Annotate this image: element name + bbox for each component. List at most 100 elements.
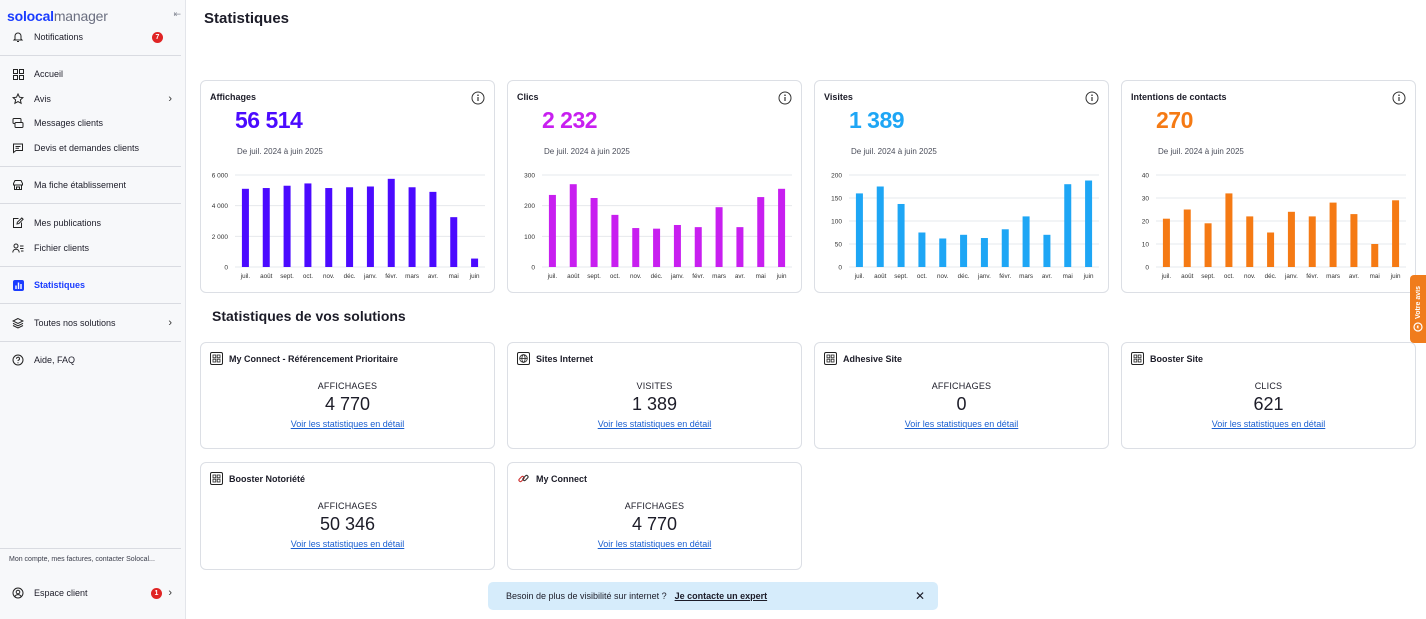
bar[interactable] [897, 203, 905, 267]
bar[interactable] [653, 228, 661, 267]
bar[interactable] [1287, 211, 1295, 267]
info-icon[interactable] [778, 91, 792, 105]
bar[interactable] [736, 227, 744, 267]
sidebar-item-aide[interactable]: Aide, FAQ [0, 349, 186, 371]
chevron-right-icon: › [168, 317, 172, 329]
solution-metric-value: 0 [956, 394, 967, 414]
close-icon[interactable]: ✕ [914, 589, 925, 603]
bar[interactable] [918, 232, 926, 268]
solution-card: Adhesive Site AFFICHAGES 0 Voir les statist… [814, 342, 1109, 449]
bar[interactable] [673, 224, 681, 267]
solution-name: My Connect [536, 473, 588, 484]
divider [0, 341, 181, 342]
kpi-title: Clics [517, 92, 539, 102]
bar[interactable] [1162, 218, 1170, 267]
sidebar-item-accueil[interactable]: Accueil [0, 63, 186, 85]
kpi-card: Affichages 56 514 De juil. 2024 à juin 202… [200, 80, 495, 293]
solocal-logo[interactable]: solocalmanager [7, 8, 108, 24]
bar[interactable] [1308, 216, 1316, 267]
bar[interactable] [450, 217, 458, 267]
contact-expert-link[interactable]: Je contacte un expert [674, 591, 768, 601]
sidebar-item-label: Toutes nos solutions [34, 318, 116, 328]
bar[interactable] [980, 238, 988, 267]
sidebar-item-messages[interactable]: Messages clients [0, 112, 186, 134]
bar[interactable] [262, 188, 270, 267]
view-details-link[interactable]: Voir les statistiques en détail [290, 419, 405, 429]
sidebar-item-espace-client[interactable]: Espace client 1 › [0, 582, 186, 604]
bar[interactable] [611, 214, 619, 267]
sidebar-item-solutions[interactable]: Toutes nos solutions › [0, 312, 186, 334]
bar[interactable] [757, 197, 765, 267]
bar[interactable] [1371, 244, 1379, 267]
notification-badge: 7 [152, 31, 163, 43]
bar[interactable] [1043, 234, 1051, 267]
collapse-sidebar-icon[interactable]: ⇤ [173, 9, 181, 19]
chevron-right-icon: › [168, 93, 172, 105]
sidebar-item-fiche[interactable]: Ma fiche établissement [0, 174, 186, 196]
solution-card: Sites Internet VISITES 1 389 Voir les stati… [507, 342, 802, 449]
bar[interactable] [778, 188, 786, 267]
view-details-link[interactable]: Voir les statistiques en détail [597, 539, 712, 549]
bar[interactable] [548, 194, 556, 267]
bar[interactable] [1246, 216, 1254, 267]
kpi-period: De juil. 2024 à juin 2025 [544, 147, 630, 156]
kpi-bar-chart: 0 50 100 150 200 juil. août sept. oct. nov. déc. ja… [831, 173, 1099, 280]
sidebar-item-publications[interactable]: Mes publications [0, 212, 186, 234]
bar[interactable] [1001, 229, 1009, 267]
bar[interactable] [387, 178, 395, 267]
layers-icon [11, 316, 25, 330]
kpi-card: Clics 2 232 De juil. 2024 à juin 2025 0 100 2… [507, 80, 802, 293]
bar[interactable] [1183, 209, 1191, 268]
view-details-link[interactable]: Voir les statistiques en détail [597, 419, 712, 429]
view-details-link[interactable]: Voir les statistiques en détail [290, 539, 405, 549]
info-icon[interactable] [1085, 91, 1099, 105]
bar[interactable] [590, 198, 598, 267]
bar[interactable] [304, 183, 312, 267]
bar[interactable] [939, 238, 947, 267]
bar[interactable] [1225, 193, 1233, 267]
sidebar-item-fichier-clients[interactable]: Fichier clients [0, 237, 186, 259]
bar[interactable] [1204, 223, 1212, 267]
feedback-tab[interactable]: Votre avis [1410, 275, 1426, 343]
info-icon[interactable] [1392, 91, 1406, 105]
y-tick-label: 4 000 [212, 203, 229, 210]
bar[interactable] [346, 187, 354, 267]
sidebar-item-devis[interactable]: Devis et demandes clients [0, 137, 186, 159]
sidebar-item-label: Statistiques [34, 280, 86, 290]
bar[interactable] [569, 184, 577, 267]
bar[interactable] [1022, 216, 1030, 267]
y-tick-label: 300 [524, 173, 535, 180]
solution-metric-value: 1 389 [631, 394, 678, 414]
bar[interactable] [1329, 202, 1337, 267]
sidebar-item-statistiques[interactable]: Statistiques [0, 274, 186, 296]
solution-metric-label: AFFICHAGES [624, 501, 685, 511]
view-details-link[interactable]: Voir les statistiques en détail [1211, 419, 1326, 429]
grid-icon [210, 472, 223, 485]
bar[interactable] [1267, 232, 1275, 268]
bar[interactable] [1350, 214, 1358, 267]
info-icon[interactable] [471, 91, 485, 105]
bar[interactable] [694, 227, 702, 267]
view-details-link[interactable]: Voir les statistiques en détail [904, 419, 1019, 429]
bar[interactable] [429, 191, 437, 267]
bar[interactable] [471, 258, 479, 267]
bar[interactable] [366, 186, 374, 268]
bar[interactable] [632, 228, 640, 267]
bar[interactable] [960, 234, 968, 267]
bar[interactable] [1085, 180, 1093, 267]
bar[interactable] [715, 207, 723, 267]
x-tick-label: juin [776, 273, 787, 280]
bar[interactable] [408, 187, 416, 267]
bar[interactable] [1392, 200, 1400, 267]
bar[interactable] [855, 193, 863, 267]
solution-metric-label: AFFICHAGES [931, 381, 992, 391]
sidebar-item-notifications[interactable]: Notifications 7 [0, 26, 186, 48]
y-tick-label: 20 [1142, 219, 1150, 226]
sidebar-item-avis[interactable]: Avis › [0, 88, 186, 110]
solution-header: Booster Site [1131, 352, 1203, 365]
bar[interactable] [1064, 184, 1072, 267]
bar[interactable] [283, 185, 291, 267]
bar[interactable] [876, 186, 884, 268]
bar[interactable] [241, 188, 249, 267]
bar[interactable] [325, 188, 333, 267]
